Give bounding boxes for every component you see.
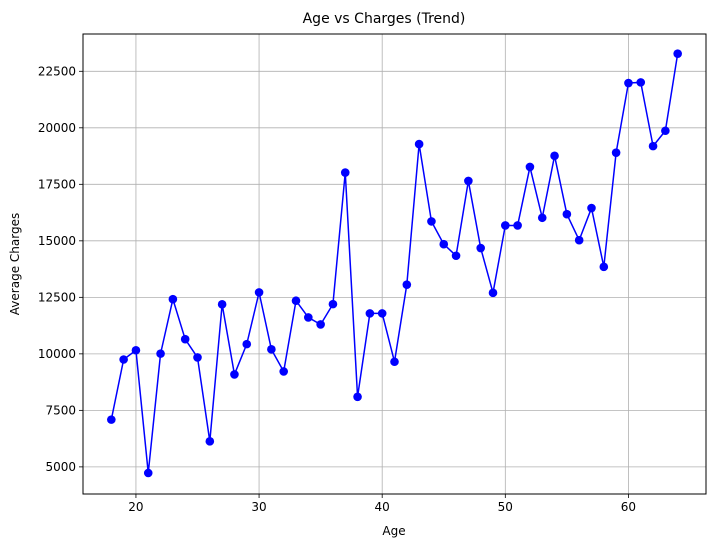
data-point bbox=[107, 415, 116, 424]
data-point bbox=[304, 313, 313, 322]
data-point bbox=[636, 78, 646, 87]
data-point bbox=[587, 203, 596, 213]
data-point bbox=[353, 392, 362, 402]
data-point bbox=[205, 437, 215, 446]
data-point bbox=[365, 309, 375, 318]
data-point bbox=[340, 168, 350, 177]
y-tick-label: 22500 bbox=[38, 64, 76, 78]
y-tick-label: 12500 bbox=[38, 290, 76, 304]
data-point bbox=[193, 353, 202, 362]
data-point bbox=[119, 355, 128, 364]
y-tick-label: 10000 bbox=[38, 347, 76, 361]
data-point bbox=[267, 345, 276, 354]
data-point bbox=[131, 345, 141, 355]
plot-frame bbox=[82, 33, 707, 495]
y-tick-label: 5000 bbox=[45, 460, 76, 474]
y-axis-ticks: 5000 7500 10000 12500 15000 17500 20000 22500 bbox=[38, 64, 83, 474]
x-tick-label: 40 bbox=[375, 500, 390, 514]
x-tick-label: 60 bbox=[621, 500, 636, 514]
data-point bbox=[377, 309, 387, 318]
y-tick-label: 20000 bbox=[38, 121, 76, 135]
y-tick-label: 15000 bbox=[38, 234, 76, 248]
data-point bbox=[328, 299, 338, 309]
data-point bbox=[414, 139, 424, 149]
data-point bbox=[242, 339, 252, 349]
data-point bbox=[217, 300, 227, 309]
data-point bbox=[574, 235, 584, 245]
data-point bbox=[451, 251, 461, 261]
data-point bbox=[390, 357, 399, 367]
data-point bbox=[464, 176, 473, 186]
data-point bbox=[488, 288, 498, 298]
x-axis-ticks: 20 30 40 50 60 bbox=[128, 494, 636, 514]
data-point bbox=[673, 49, 682, 58]
data-point bbox=[156, 349, 165, 358]
y-axis-label: Average Charges bbox=[8, 213, 22, 315]
data-point bbox=[427, 217, 436, 226]
data-point bbox=[648, 141, 658, 151]
data-point bbox=[254, 288, 264, 297]
data-point bbox=[316, 320, 325, 329]
data-point bbox=[550, 151, 559, 161]
data-point bbox=[402, 280, 412, 289]
x-tick-label: 30 bbox=[251, 500, 266, 514]
data-point bbox=[537, 213, 547, 223]
data-point bbox=[661, 126, 670, 136]
y-tick-label: 17500 bbox=[38, 177, 76, 191]
data-point bbox=[230, 370, 239, 379]
data-point bbox=[168, 294, 178, 304]
data-point bbox=[439, 239, 449, 249]
chart-title: Age vs Charges (Trend) bbox=[303, 11, 466, 27]
x-tick-label: 50 bbox=[498, 500, 513, 514]
data-point bbox=[513, 221, 522, 230]
data-point bbox=[291, 296, 301, 306]
data-point bbox=[501, 221, 510, 230]
x-tick-label: 20 bbox=[128, 500, 143, 514]
data-point bbox=[525, 162, 535, 172]
data-point bbox=[476, 243, 485, 253]
data-point bbox=[562, 209, 572, 219]
plot-series bbox=[107, 49, 682, 478]
data-point bbox=[624, 78, 633, 88]
x-axis-label: Age bbox=[382, 524, 405, 538]
data-point bbox=[599, 262, 609, 272]
grid bbox=[83, 34, 706, 494]
data-point bbox=[611, 148, 621, 157]
data-point bbox=[180, 334, 190, 344]
y-tick-label: 7500 bbox=[45, 403, 76, 417]
data-point bbox=[279, 367, 288, 376]
data-point bbox=[143, 468, 153, 478]
